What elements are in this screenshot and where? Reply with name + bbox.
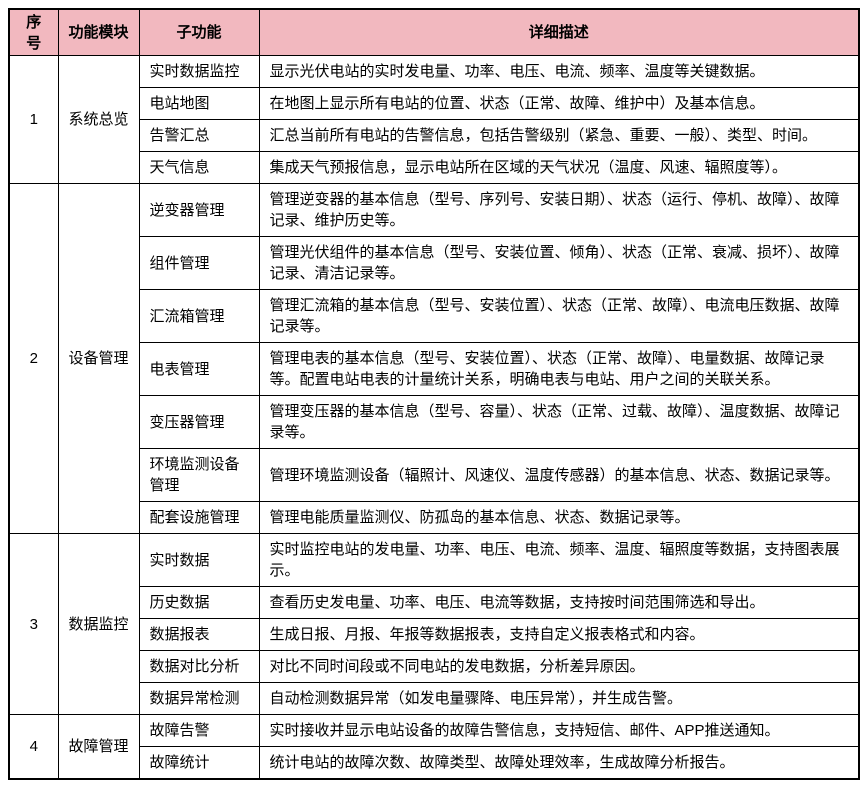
- description-cell: 管理电能质量监测仪、防孤岛的基本信息、状态、数据记录等。: [258, 501, 860, 534]
- table-row: 电表管理 管理电表的基本信息（型号、安装位置）、状态（正常、故障）、电量数据、故障…: [9, 342, 860, 396]
- table-row: 3 数据监控 实时数据 实时监控电站的发电量、功率、电压、电流、频率、温度、辐照度等数…: [8, 533, 860, 715]
- subfunction-cell: 数据报表: [138, 618, 260, 651]
- table-row: 汇流箱管理 管理汇流箱的基本信息（型号、安装位置）、状态（正常、故障）、电流电压数…: [9, 289, 860, 343]
- subfunction-cell: 实时数据监控: [138, 55, 260, 88]
- description-cell: 管理电表的基本信息（型号、安装位置）、状态（正常、故障）、电量数据、故障记录等。…: [258, 342, 860, 396]
- header-row: 序号 功能模块 子功能 详细描述: [8, 8, 860, 56]
- section-number: 2: [8, 183, 59, 534]
- table-row: 组件管理 管理光伏组件的基本信息（型号、安装位置、倾角）、状态（正常、衰减、损坏）…: [9, 236, 860, 290]
- table-row: 电站地图 在地图上显示所有电站的位置、状态（正常、故障、维护中）及基本信息。: [9, 87, 860, 120]
- table-row: 配套设施管理 管理电能质量监测仪、防孤岛的基本信息、状态、数据记录等。: [9, 501, 860, 534]
- col-header-subfunction: 子功能: [138, 8, 260, 56]
- section-module: 系统总览: [57, 55, 140, 184]
- table-row: 变压器管理 管理变压器的基本信息（型号、容量）、状态（正常、过载、故障）、温度数据…: [9, 395, 860, 449]
- table-row: 天气信息 集成天气预报信息，显示电站所在区域的天气状况（温度、风速、辐照度等）。: [9, 151, 860, 184]
- section-module: 数据监控: [57, 533, 140, 715]
- subfunction-cell: 历史数据: [138, 586, 260, 619]
- table-row: 4 故障管理 故障告警 实时接收并显示电站设备的故障告警信息，支持短信、邮件、APP推…: [8, 714, 860, 780]
- subfunction-cell: 配套设施管理: [138, 501, 260, 534]
- function-spec-table: 序号 功能模块 子功能 详细描述 1 系统总览 实时数据监控 显示光伏电站的实时发电量…: [8, 8, 860, 780]
- description-cell: 自动检测数据异常（如发电量骤降、电压异常），并生成告警。: [258, 682, 860, 715]
- subfunction-cell: 故障统计: [138, 746, 260, 780]
- table-row: 数据对比分析 对比不同时间段或不同电站的发电数据，分析差异原因。: [9, 650, 860, 683]
- subfunction-cell: 数据对比分析: [138, 650, 260, 683]
- subfunction-cell: 告警汇总: [138, 119, 260, 152]
- section-number: 1: [8, 55, 59, 184]
- description-cell: 管理环境监测设备（辐照计、风速仪、温度传感器）的基本信息、状态、数据记录等。: [258, 448, 860, 502]
- section-number: 3: [8, 533, 59, 715]
- description-cell: 管理光伏组件的基本信息（型号、安装位置、倾角）、状态（正常、衰减、损坏）、故障记…: [258, 236, 860, 290]
- table-body: 1 系统总览 实时数据监控 显示光伏电站的实时发电量、功率、电压、电流、频率、温度等关…: [8, 55, 860, 780]
- table-row: 历史数据 查看历史发电量、功率、电压、电流等数据，支持按时间范围筛选和导出。: [9, 586, 860, 619]
- section-number: 4: [8, 714, 59, 780]
- subfunction-cell: 数据异常检测: [138, 682, 260, 715]
- table-row: 2 设备管理 逆变器管理 管理逆变器的基本信息（型号、序列号、安装日期）、状态（运行、…: [8, 183, 860, 534]
- subfunction-cell: 电站地图: [138, 87, 260, 120]
- description-cell: 管理汇流箱的基本信息（型号、安装位置）、状态（正常、故障）、电流电压数据、故障记…: [258, 289, 860, 343]
- description-cell: 实时监控电站的发电量、功率、电压、电流、频率、温度、辐照度等数据，支持图表展示。: [258, 533, 860, 587]
- description-cell: 实时接收并显示电站设备的故障告警信息，支持短信、邮件、APP推送通知。: [258, 714, 860, 747]
- description-cell: 对比不同时间段或不同电站的发电数据，分析差异原因。: [258, 650, 860, 683]
- description-cell: 管理逆变器的基本信息（型号、序列号、安装日期）、状态（运行、停机、故障）、故障记…: [258, 183, 860, 237]
- description-cell: 查看历史发电量、功率、电压、电流等数据，支持按时间范围筛选和导出。: [258, 586, 860, 619]
- description-cell: 显示光伏电站的实时发电量、功率、电压、电流、频率、温度等关键数据。: [258, 55, 860, 88]
- col-header-description: 详细描述: [258, 8, 860, 56]
- subfunction-cell: 变压器管理: [138, 395, 260, 449]
- description-cell: 集成天气预报信息，显示电站所在区域的天气状况（温度、风速、辐照度等）。: [258, 151, 860, 184]
- subfunction-cell: 环境监测设备管理: [138, 448, 260, 502]
- table-row: 数据报表 生成日报、月报、年报等数据报表，支持自定义报表格式和内容。: [9, 618, 860, 651]
- table-row: 告警汇总 汇总当前所有电站的告警信息，包括告警级别（紧急、重要、一般）、类型、时间…: [9, 119, 860, 152]
- subfunction-cell: 汇流箱管理: [138, 289, 260, 343]
- col-header-number: 序号: [8, 8, 59, 56]
- description-cell: 在地图上显示所有电站的位置、状态（正常、故障、维护中）及基本信息。: [258, 87, 860, 120]
- description-cell: 生成日报、月报、年报等数据报表，支持自定义报表格式和内容。: [258, 618, 860, 651]
- table-row: 1 系统总览 实时数据监控 显示光伏电站的实时发电量、功率、电压、电流、频率、温度等关…: [8, 55, 860, 184]
- section-module: 故障管理: [57, 714, 140, 780]
- col-header-module: 功能模块: [57, 8, 140, 56]
- subfunction-cell: 实时数据: [138, 533, 260, 587]
- subfunction-cell: 组件管理: [138, 236, 260, 290]
- description-cell: 统计电站的故障次数、故障类型、故障处理效率，生成故障分析报告。: [258, 746, 860, 780]
- table-row: 环境监测设备管理 管理环境监测设备（辐照计、风速仪、温度传感器）的基本信息、状态、…: [9, 448, 860, 502]
- subfunction-cell: 天气信息: [138, 151, 260, 184]
- subfunction-cell: 电表管理: [138, 342, 260, 396]
- table-row: 数据异常检测 自动检测数据异常（如发电量骤降、电压异常），并生成告警。: [9, 682, 860, 715]
- description-cell: 汇总当前所有电站的告警信息，包括告警级别（紧急、重要、一般）、类型、时间。: [258, 119, 860, 152]
- description-cell: 管理变压器的基本信息（型号、容量）、状态（正常、过载、故障）、温度数据、故障记录…: [258, 395, 860, 449]
- section-module: 设备管理: [57, 183, 140, 534]
- subfunction-cell: 逆变器管理: [138, 183, 260, 237]
- subfunction-cell: 故障告警: [138, 714, 260, 747]
